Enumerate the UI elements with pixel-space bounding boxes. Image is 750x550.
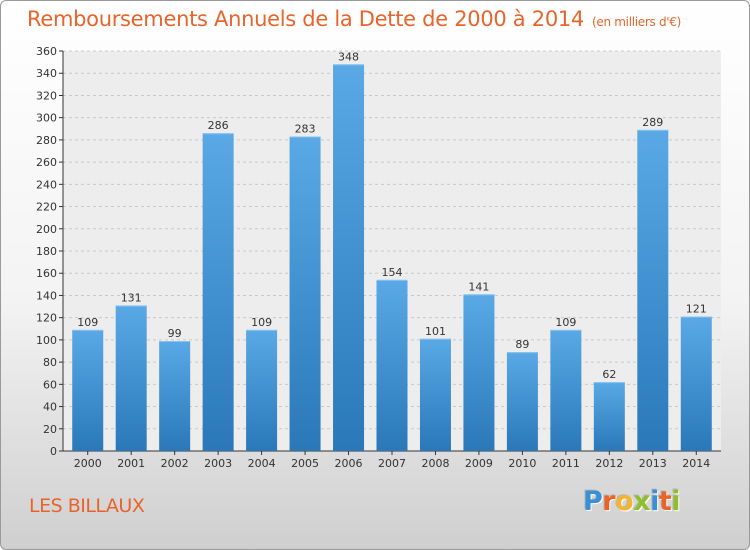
y-tick-label: 80 (43, 356, 57, 369)
x-tick-label: 2000 (74, 457, 102, 470)
bar-value-label: 109 (77, 316, 98, 329)
bar-value-label: 286 (208, 119, 229, 132)
bar-value-label: 141 (468, 280, 489, 293)
x-tick-label: 2006 (335, 457, 363, 470)
logo-letter: i (650, 486, 659, 517)
bar-value-label: 348 (338, 50, 359, 63)
y-tick-label: 120 (36, 312, 57, 325)
bar (202, 133, 234, 451)
y-tick-label: 340 (36, 67, 57, 80)
x-tick-label: 2013 (639, 457, 667, 470)
bar-value-label: 62 (602, 368, 616, 381)
logo-letter: t (658, 486, 672, 517)
y-tick-label: 20 (43, 423, 57, 436)
y-tick-label: 100 (36, 334, 57, 347)
bar (419, 338, 451, 451)
logo-letter: P (583, 486, 603, 517)
logo-letter: x (633, 486, 651, 517)
logo-letter: i (671, 486, 681, 517)
x-tick-label: 2007 (378, 457, 406, 470)
x-tick-label: 2008 (421, 457, 449, 470)
bar (506, 352, 538, 451)
logo-letter: o (615, 486, 634, 517)
y-tick-label: 260 (36, 156, 57, 169)
bar-value-label: 109 (555, 316, 576, 329)
bar (637, 129, 669, 451)
y-tick-label: 0 (50, 445, 57, 458)
chart-title-text: Remboursements Annuels de la Dette de 20… (27, 7, 584, 31)
y-tick-label: 200 (36, 223, 57, 236)
bar (159, 341, 191, 451)
bar-value-label: 99 (168, 327, 182, 340)
bar (463, 294, 495, 451)
x-tick-label: 2001 (117, 457, 145, 470)
bar (680, 316, 712, 451)
y-tick-label: 140 (36, 289, 57, 302)
x-tick-label: 2004 (248, 457, 276, 470)
x-tick-label: 2014 (682, 457, 710, 470)
bar (289, 136, 321, 452)
y-tick-label: 280 (36, 134, 57, 147)
x-tick-label: 2003 (204, 457, 232, 470)
chart-title: Remboursements Annuels de la Dette de 20… (27, 7, 681, 31)
y-tick-label: 180 (36, 245, 57, 258)
x-tick-label: 2002 (161, 457, 189, 470)
y-tick-label: 320 (36, 89, 57, 102)
bar (115, 305, 147, 451)
bar (333, 64, 365, 452)
bar-value-label: 289 (642, 116, 663, 129)
y-tick-label: 240 (36, 178, 57, 191)
proxiti-logo: Proxiti (583, 486, 681, 517)
bar-value-label: 89 (515, 338, 529, 351)
bar (593, 382, 625, 451)
y-tick-label: 160 (36, 267, 57, 280)
bar-value-label: 283 (295, 123, 316, 136)
x-tick-label: 2011 (552, 457, 580, 470)
logo-letter: r (602, 486, 616, 517)
y-tick-label: 220 (36, 201, 57, 214)
bar (246, 329, 278, 451)
bar-value-label: 109 (251, 316, 272, 329)
bar-value-label: 101 (425, 325, 446, 338)
y-tick-label: 300 (36, 112, 57, 125)
x-tick-label: 2005 (291, 457, 319, 470)
bar (550, 329, 582, 451)
bar-value-label: 121 (686, 303, 707, 316)
bar (376, 279, 408, 451)
x-tick-label: 2012 (595, 457, 623, 470)
y-tick-label: 40 (43, 401, 57, 414)
x-tick-label: 2010 (508, 457, 536, 470)
unit-note: (en milliers d'€) (592, 15, 682, 29)
y-tick-label: 60 (43, 378, 57, 391)
bar-value-label: 154 (382, 266, 403, 279)
bar (72, 329, 104, 451)
commune-name: LES BILLAUX (29, 495, 145, 517)
y-tick-label: 360 (36, 45, 57, 58)
x-tick-label: 2009 (465, 457, 493, 470)
bar-value-label: 131 (121, 291, 142, 304)
